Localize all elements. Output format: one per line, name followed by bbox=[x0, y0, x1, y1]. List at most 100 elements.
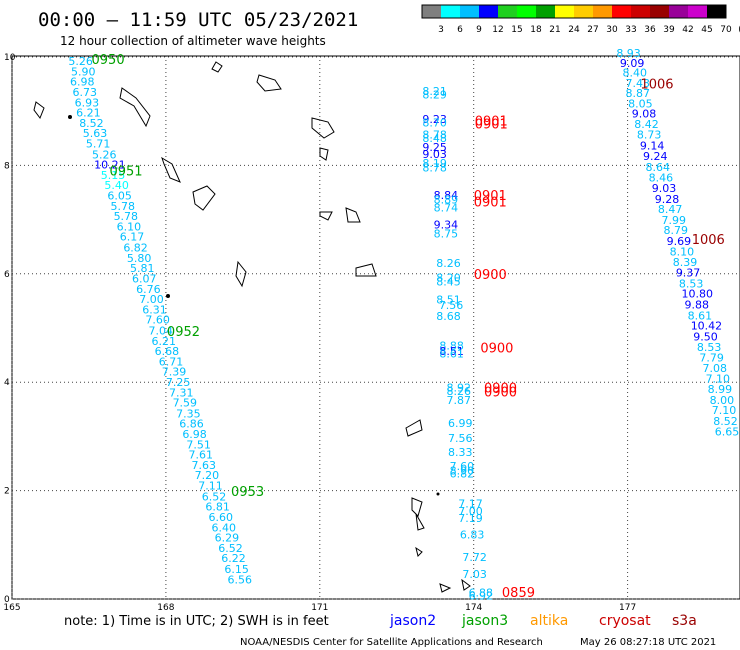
wave-height-value: 8.47 bbox=[658, 203, 683, 216]
wave-height-value: 9.37 bbox=[676, 267, 701, 280]
wave-height-value: 8.53 bbox=[679, 277, 704, 290]
wave-height-value: 6.98 bbox=[70, 76, 95, 89]
wave-height-value: 6.88 bbox=[469, 586, 494, 599]
wave-height-value: 7.10 bbox=[712, 404, 737, 417]
footer-note: note: 1) Time is in UTC; 2) SWH is in fe… bbox=[64, 614, 329, 629]
wave-height-value: 7.60 bbox=[450, 460, 475, 473]
wave-height-value: 8.05 bbox=[628, 97, 653, 110]
pass-time-label: 0952 bbox=[167, 325, 200, 340]
color-swatch bbox=[631, 5, 650, 18]
wave-height-value: 6.82 bbox=[123, 242, 148, 255]
wave-height-value: 7.79 bbox=[699, 352, 724, 365]
wave-height-value: 5.80 bbox=[127, 252, 152, 265]
island bbox=[319, 207, 361, 223]
color-bar-border bbox=[421, 4, 727, 19]
wave-height-value: 8.89 bbox=[434, 193, 459, 206]
wave-height-value: 7.11 bbox=[198, 480, 223, 493]
wave-height-value: 9.25 bbox=[422, 141, 447, 154]
pass-time-label: 0900 bbox=[480, 341, 513, 356]
color-tick-label: 42 bbox=[682, 25, 693, 35]
wave-height-value: 7.60 bbox=[145, 314, 170, 327]
wave-height-value: 9.08 bbox=[632, 108, 657, 121]
wave-height-value: 6.82 bbox=[450, 468, 475, 481]
wave-height-value: 6.83 bbox=[460, 528, 485, 541]
island bbox=[211, 61, 223, 73]
wave-height-value: 7.72 bbox=[462, 551, 487, 564]
wave-height-value: 6.71 bbox=[159, 355, 184, 368]
wave-height-value: 6.07 bbox=[132, 272, 157, 285]
wave-height-value: 7.03 bbox=[462, 568, 487, 581]
wave-height-value: 6.29 bbox=[215, 532, 240, 545]
island bbox=[415, 546, 423, 557]
pass-time-label: 0951 bbox=[109, 165, 142, 180]
island bbox=[256, 74, 282, 92]
wave-height-value: 5.71 bbox=[86, 138, 111, 151]
island bbox=[161, 156, 181, 183]
chart-title: 00:00 – 11:59 UTC 05/23/2021 bbox=[38, 9, 358, 31]
color-tick-label: 36 bbox=[644, 25, 656, 35]
wave-height-value: 6.76 bbox=[136, 283, 161, 296]
wave-height-value: 9.34 bbox=[434, 218, 459, 231]
wave-height-value: 8.92 bbox=[447, 381, 472, 394]
wave-height-value: 8.39 bbox=[673, 256, 698, 269]
wave-height-value: 7.00 bbox=[139, 293, 164, 306]
wave-height-value: 5.78 bbox=[110, 200, 135, 213]
wave-height-value: 7.59 bbox=[173, 397, 198, 410]
wave-height-value: 8.21 bbox=[422, 85, 447, 98]
legend-jason2: jason2 bbox=[389, 613, 436, 629]
chart-subtitle: 12 hour collection of altimeter wave hei… bbox=[60, 34, 326, 48]
legend-cryosat: cryosat bbox=[599, 613, 651, 629]
wave-height-value: 9.88 bbox=[685, 298, 710, 311]
satellite-legend: jason2 jason3 altika cryosat s3a bbox=[389, 613, 697, 629]
wave-height-value: 5.26 bbox=[92, 148, 117, 161]
island bbox=[311, 117, 335, 139]
y-tick-label: 8 bbox=[4, 161, 10, 171]
color-tick-label: 24 bbox=[568, 25, 580, 35]
color-tick-label: 21 bbox=[549, 25, 560, 35]
wave-height-value: 8.33 bbox=[448, 446, 473, 459]
pass-time-label: 0901 bbox=[474, 189, 507, 204]
island-outlines bbox=[33, 61, 471, 593]
wave-height-value: 7.10 bbox=[706, 373, 731, 386]
wave-height-value: 7.35 bbox=[176, 407, 201, 420]
wave-height-value: 8.61 bbox=[439, 347, 464, 360]
wave-height-value: 6.21 bbox=[76, 107, 101, 120]
wave-height-value: 7.31 bbox=[169, 386, 194, 399]
y-tick-label: 6 bbox=[4, 270, 10, 280]
color-swatch bbox=[460, 5, 479, 18]
wave-height-value: 7.56 bbox=[439, 299, 464, 312]
wave-height-value: 8.52 bbox=[713, 415, 738, 428]
island bbox=[33, 101, 45, 120]
color-swatch bbox=[422, 5, 441, 18]
pass-time-label: 0901 bbox=[475, 118, 508, 133]
y-tick-label: 10 bbox=[4, 53, 16, 63]
wave-height-value: 8.10 bbox=[670, 245, 695, 258]
wave-height-value: 8.26 bbox=[436, 257, 461, 270]
wave-height-value: 8.51 bbox=[436, 294, 461, 307]
color-tick-label: 33 bbox=[625, 25, 636, 35]
wave-height-value: 9.69 bbox=[667, 235, 692, 248]
wave-height-value: 8.90 bbox=[450, 464, 475, 477]
wave-height-value: 6.40 bbox=[212, 521, 237, 534]
wave-height-value: 6.92 bbox=[469, 590, 494, 603]
wave-height-value: 6.81 bbox=[205, 501, 230, 514]
wave-height-value: 8.40 bbox=[622, 67, 647, 80]
color-swatch bbox=[650, 5, 669, 18]
color-tick-label: 3 bbox=[438, 25, 444, 35]
color-swatch bbox=[555, 5, 574, 18]
lat-lon-grid: 165 168 171 174 177 0 2 4 6 8 10 bbox=[3, 53, 740, 613]
wave-height-value: 6.98 bbox=[182, 428, 207, 441]
wave-height-value: 7.87 bbox=[447, 394, 472, 407]
legend-altika: altika bbox=[530, 613, 568, 629]
wave-height-value: 6.60 bbox=[208, 511, 233, 524]
wave-height-value: 8.73 bbox=[637, 128, 662, 141]
y-tick-label: 0 bbox=[4, 595, 10, 605]
wave-height-value: 8.61 bbox=[688, 309, 713, 322]
wave-height-value: 9.09 bbox=[620, 57, 645, 70]
wave-height-value: 8.78 bbox=[422, 161, 447, 174]
pass-time-label: 0859 bbox=[502, 586, 535, 601]
wave-height-value: 7.56 bbox=[448, 432, 473, 445]
island bbox=[319, 147, 329, 161]
pass-time-label: 0901 bbox=[475, 114, 508, 129]
